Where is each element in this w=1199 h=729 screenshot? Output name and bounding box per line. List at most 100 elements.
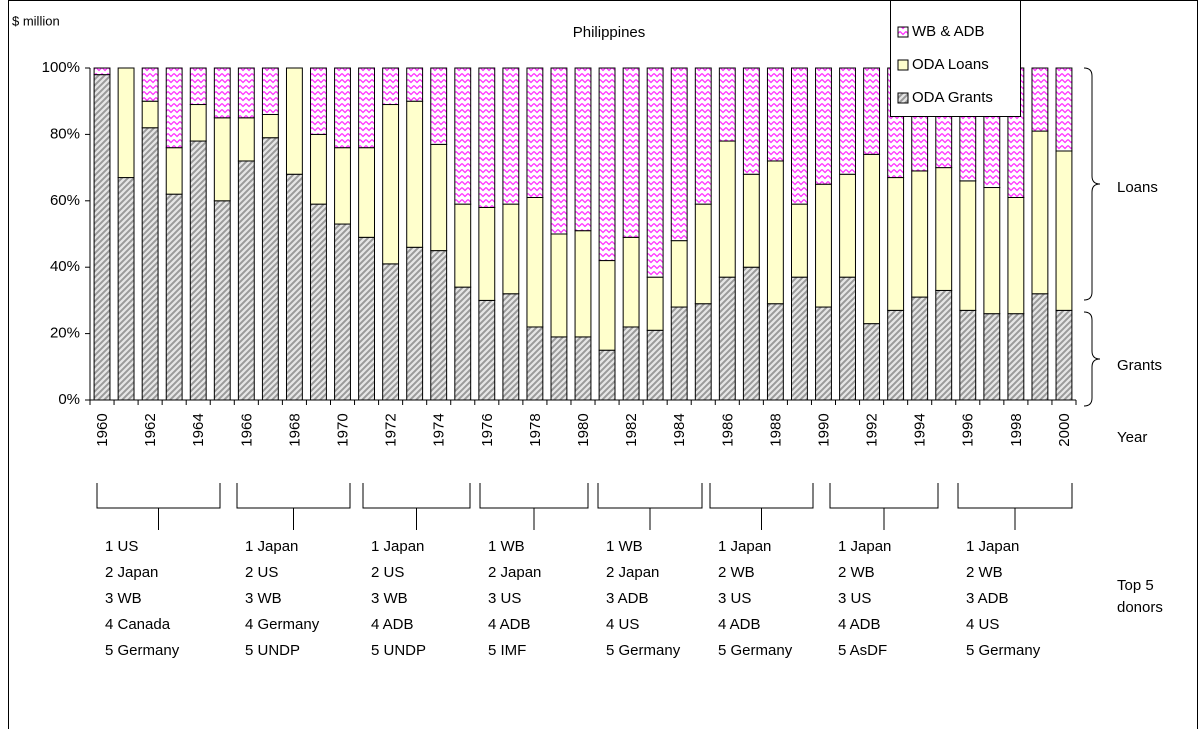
bar-segment (237, 67, 255, 119)
bar-segment (622, 67, 640, 238)
donor-entry: 1 Japan (838, 538, 891, 555)
bar-segment (406, 67, 424, 102)
donor-entry: 3 WB (245, 590, 282, 607)
bar-segment (718, 276, 736, 401)
x-tick-label: 1990 (815, 413, 832, 446)
donor-entry: 2 Japan (606, 564, 659, 581)
y-tick-label: 60% (50, 192, 80, 209)
bar-segment (430, 250, 448, 401)
donor-entry: 4 Germany (245, 616, 320, 633)
bar-segment (334, 67, 351, 149)
y-tick-label: 20% (50, 325, 80, 342)
donor-entry: 3 ADB (606, 590, 649, 607)
bar-segment (237, 160, 255, 401)
x-tick-label: 1996 (960, 413, 977, 446)
bar-segment (646, 276, 664, 331)
bar-segment (574, 336, 592, 401)
bar-segment (189, 140, 207, 401)
legend-swatch (897, 92, 909, 104)
donor-bracket (96, 483, 221, 530)
x-tick-label: 1984 (671, 413, 688, 446)
bar-segment (526, 196, 544, 328)
bar-segment (310, 67, 327, 135)
bar-segment (141, 127, 159, 401)
bar-segment (550, 67, 568, 235)
brace (1083, 67, 1101, 301)
x-tick-label: 1994 (912, 413, 929, 446)
bar-segment (839, 67, 856, 175)
donor-entry: 5 UNDP (371, 642, 426, 659)
donor-entry: 2 WB (966, 564, 1003, 581)
bar-segment (117, 67, 135, 179)
bar-segment (478, 67, 496, 208)
bar-segment (310, 203, 327, 401)
donor-entry: 1 Japan (245, 538, 298, 555)
legend-box (890, 0, 1021, 117)
bar-segment (502, 67, 520, 205)
bar-segment (430, 143, 448, 252)
bar-segment (213, 67, 231, 119)
brace-label: Grants (1117, 357, 1162, 374)
donor-entry: 1 Japan (966, 538, 1019, 555)
bar-segment (141, 100, 159, 129)
donor-entry: 2 US (371, 564, 404, 581)
donor-entry: 5 Germany (105, 642, 180, 659)
donor-bracket (597, 483, 703, 530)
bar-segment (1055, 309, 1073, 401)
bar-segment (935, 289, 953, 401)
bar-segment (959, 180, 977, 311)
bar-segment (478, 206, 496, 301)
donor-entry: 2 WB (838, 564, 875, 581)
x-tick-label: 1988 (767, 413, 784, 446)
bar-segment (550, 233, 568, 338)
bar-segment (742, 67, 760, 175)
bar-segment (766, 303, 784, 401)
bar-segment (646, 67, 664, 278)
bar-segment (598, 349, 616, 401)
bar-segment (358, 236, 375, 401)
donor-entry: 5 AsDF (838, 642, 887, 659)
bar-segment (526, 326, 544, 401)
donor-entry: 5 UNDP (245, 642, 300, 659)
chart-frame (8, 0, 1198, 729)
bar-segment (646, 329, 664, 401)
donor-entry: 5 Germany (718, 642, 793, 659)
bar-segment (382, 263, 400, 401)
bar-segment (1007, 313, 1025, 401)
donor-entry: 2 US (245, 564, 278, 581)
bar-segment (1055, 150, 1073, 311)
bar-segment (694, 203, 712, 305)
bar-segment (382, 67, 400, 106)
bar-segment (261, 113, 279, 139)
bar-segment (165, 147, 183, 195)
bar-segment (261, 67, 279, 115)
bar-segment (1031, 293, 1049, 401)
bar-segment (165, 67, 183, 149)
bar-segment (718, 140, 736, 278)
donor-entry: 5 IMF (488, 642, 526, 659)
x-tick-label: 2000 (1056, 413, 1073, 446)
bar-segment (622, 236, 640, 328)
bar-segment (93, 67, 111, 76)
x-tick-label: 1974 (431, 413, 448, 446)
brace-label: Loans (1117, 179, 1158, 196)
bar-segment (718, 67, 736, 142)
donor-entry: 4 ADB (838, 616, 881, 633)
donor-entry: 3 US (488, 590, 521, 607)
bar-segment (454, 203, 472, 288)
bar-segment (93, 74, 111, 401)
x-axis-label: Year (1117, 429, 1147, 446)
donor-entry: 4 ADB (718, 616, 761, 633)
bar-segment (165, 193, 183, 401)
bar-segment (237, 117, 255, 162)
bar-segment (622, 326, 640, 401)
donor-entry: 2 WB (718, 564, 755, 581)
bar-segment (526, 67, 544, 198)
donor-entry: 1 US (105, 538, 138, 555)
bar-segment (1031, 130, 1049, 295)
donor-bracket (479, 483, 589, 530)
bar-segment (983, 187, 1001, 315)
bar-segment (935, 167, 953, 291)
